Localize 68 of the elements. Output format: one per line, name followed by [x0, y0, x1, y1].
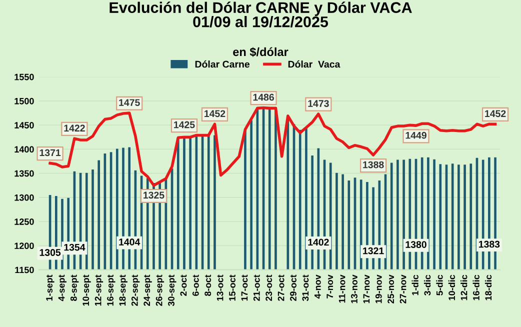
x-tick-label: 16-sept [107, 274, 116, 306]
x-tick-label: 1-dic [412, 274, 418, 296]
x-tick-label: 22-sept [131, 274, 140, 306]
x-tick-label: 13-nov [351, 274, 358, 304]
data-label: 1452 [204, 110, 226, 118]
legend-label: Dólar Carne [195, 60, 250, 68]
x-tick-label: 6-oct [192, 274, 199, 296]
y-tick-label: 1500 [14, 98, 34, 104]
data-label: 1404 [119, 238, 140, 246]
chart-title: Evolución del Dólar CARNE y Dólar VACA 01/09 al 19/12/2025 [110, 2, 412, 28]
x-tick-label: 12-dic [460, 274, 468, 300]
data-label: 1425 [174, 121, 195, 128]
x-tick-label: 5-dic [436, 274, 443, 296]
x-tick-label: 23-oct [266, 274, 272, 301]
x-tick-label: 11-nov [338, 274, 346, 303]
data-label: 1371 [40, 149, 61, 156]
y-tick-label: 1350 [14, 170, 34, 177]
data-label: 1305 [40, 249, 61, 256]
data-label: 1321 [363, 247, 384, 254]
y-tick-label: 1200 [14, 242, 34, 250]
x-tick-label: 4-sept [58, 274, 66, 302]
data-label: 1473 [308, 100, 329, 107]
x-tick-label: 3-dic [424, 274, 431, 296]
legend-label: Dólar Vaca [288, 60, 340, 68]
x-tick-label: 21-oct [253, 274, 260, 301]
data-label: 1380 [406, 241, 426, 248]
x-tick-label: 10-sept [82, 274, 91, 306]
x-tick-label: 17-nov [363, 274, 370, 304]
x-tick-label: 1-sept [46, 274, 54, 301]
x-tick-label: 17-oct [241, 274, 248, 301]
x-tick-label: 10-dic [448, 274, 456, 300]
chart-subtitle: en $/dólar [233, 47, 288, 57]
x-tick-label: 18-dic [484, 274, 492, 300]
x-tick-label: 24-sept [144, 274, 152, 306]
x-tick-label: 4-nov [314, 274, 321, 299]
x-tick-label: 27-nov [400, 274, 406, 304]
y-tick-label: 1250 [14, 218, 34, 225]
data-label: 1475 [119, 99, 140, 106]
data-label: 1383 [478, 240, 500, 248]
x-tick-label: 13-oct [216, 274, 224, 301]
x-tick-label: 27-oct [278, 274, 284, 301]
data-label: 1422 [64, 124, 85, 132]
x-tick-label: 31-oct [302, 274, 309, 302]
y-tick-label: 1150 [15, 266, 34, 274]
data-label: 1325 [144, 192, 164, 199]
data-label: 1388 [363, 161, 384, 168]
x-tick-label: 8-sept [70, 274, 79, 301]
x-tick-label: 29-oct [290, 274, 296, 301]
x-tick-label: 12-sept [94, 274, 104, 306]
x-tick-label: 2-oct [180, 274, 187, 296]
x-tick-label: 18-sept [119, 274, 128, 306]
y-tick-label: 1450 [14, 122, 34, 128]
y-tick-label: 1400 [14, 146, 34, 153]
data-label: 1449 [406, 132, 426, 139]
data-label: 1354 [64, 244, 86, 251]
x-tick-label: 8-oct [204, 274, 212, 296]
y-tick-label: 1300 [14, 194, 34, 201]
x-tick-label: 7-nov [326, 274, 334, 298]
data-label: 1452 [485, 110, 506, 118]
y-tick-label: 1550 [14, 74, 34, 80]
x-tick-label: 16-dic [472, 274, 480, 300]
data-label: 1486 [253, 94, 274, 101]
data-label: 1402 [308, 238, 329, 246]
x-tick-label: 19-nov [375, 274, 382, 304]
x-tick-label: 15-oct [229, 274, 236, 301]
x-tick-label: 25-nov [388, 274, 394, 304]
x-tick-label: 26-sept [156, 274, 164, 306]
x-tick-label: 30-sept [168, 274, 176, 306]
